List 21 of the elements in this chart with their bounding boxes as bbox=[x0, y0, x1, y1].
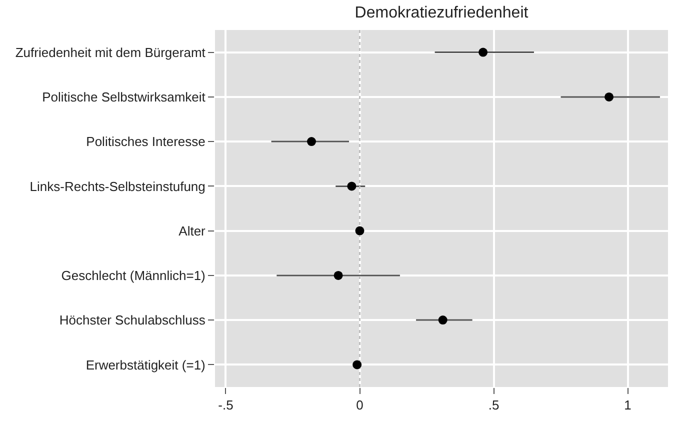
point bbox=[478, 48, 488, 57]
chart-title: Demokratiezufriedenheit bbox=[354, 4, 529, 22]
point bbox=[438, 316, 448, 325]
y-tick-label: Höchster Schulabschluss bbox=[59, 312, 206, 328]
y-tick-label: Politische Selbstwirksamkeit bbox=[42, 89, 206, 104]
x-tick-label: 0 bbox=[356, 398, 364, 413]
y-tick-label: Geschlecht (Männlich=1) bbox=[61, 268, 206, 283]
x-tick-label: 1 bbox=[624, 398, 632, 413]
x-tick-label: .5 bbox=[488, 398, 500, 413]
y-tick-label: Alter bbox=[178, 223, 206, 238]
point bbox=[307, 137, 316, 146]
point bbox=[352, 360, 362, 370]
point bbox=[355, 226, 364, 236]
x-tick-label: -.5 bbox=[218, 398, 234, 413]
point bbox=[604, 92, 614, 102]
y-tick-label: Links-Rechts-Selbsteinstufung bbox=[30, 178, 206, 194]
y-tick-label: Erwerbstätigkeit (=1) bbox=[86, 357, 206, 372]
point bbox=[334, 270, 343, 280]
y-tick-label: Politisches Interesse bbox=[86, 134, 206, 150]
point bbox=[347, 182, 356, 191]
y-tick-label: Zufriedenheit mit dem Bürgeramt bbox=[15, 44, 206, 60]
